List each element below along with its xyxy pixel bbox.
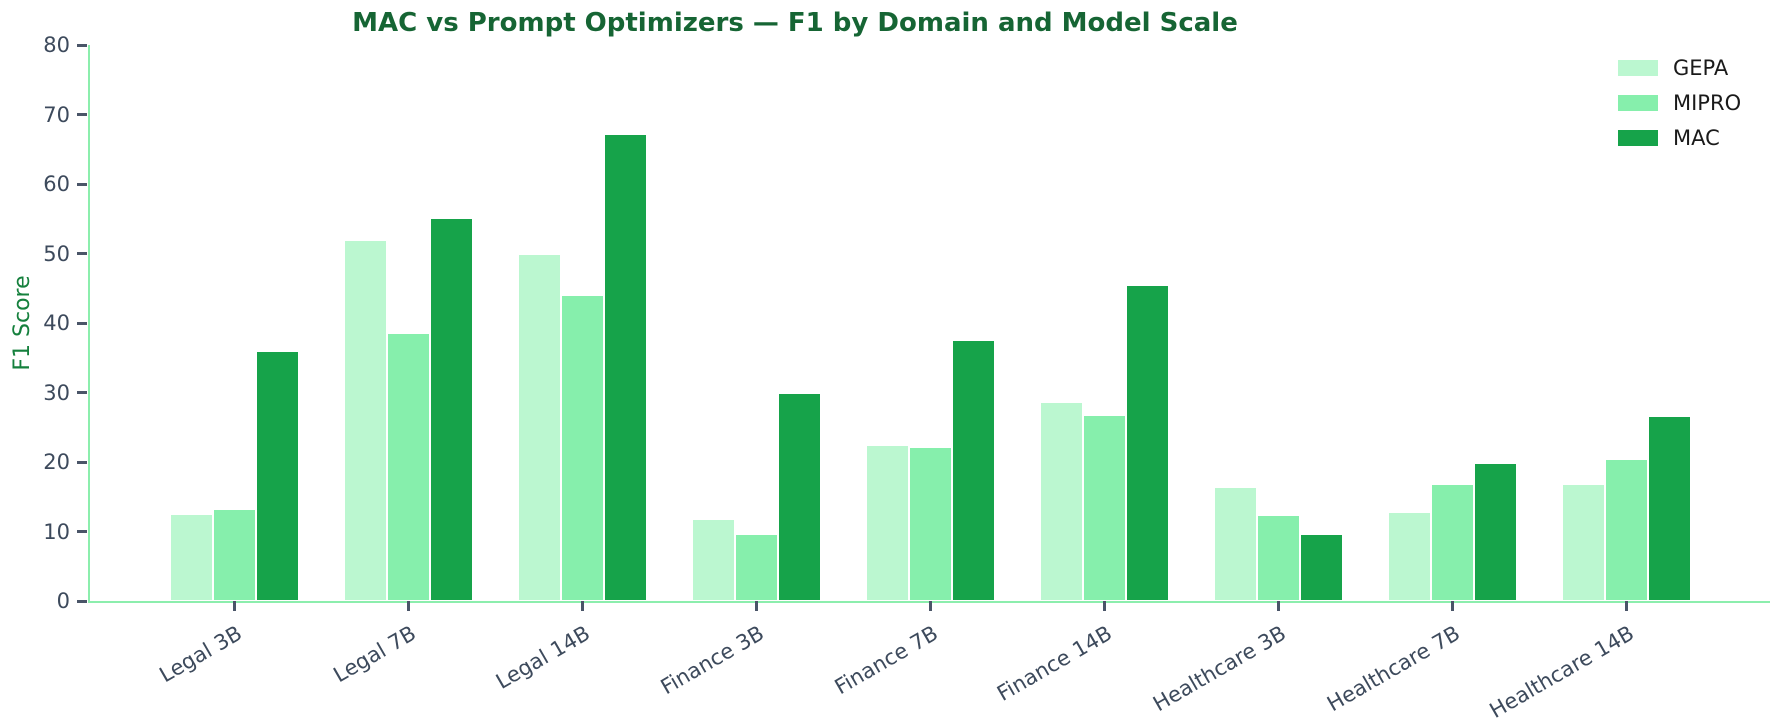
bar-mipro-legal-7b <box>386 332 430 601</box>
bar-mac-finance-7b <box>951 340 995 601</box>
bar-gepa-healthcare-7b <box>1387 512 1431 601</box>
bar-mac-healthcare-3b <box>1299 534 1343 601</box>
legend-label: MIPRO <box>1673 91 1742 115</box>
bar-mipro-finance-3b <box>734 533 778 601</box>
legend-item: MAC <box>1618 127 1741 149</box>
y-tick-mark <box>77 530 87 533</box>
y-tick-mark <box>77 43 87 47</box>
y-tick-label: 30 <box>43 380 70 405</box>
y-tick-mark <box>77 599 87 603</box>
y-tick-label: 50 <box>43 241 70 266</box>
bar-mipro-legal-14b <box>560 294 604 601</box>
chart-title: MAC vs Prompt Optimizers — F1 by Domain … <box>352 8 1238 38</box>
bar-mac-legal-14b <box>603 133 647 601</box>
bar-mac-finance-3b <box>777 392 821 601</box>
x-tick-label: Healthcare 7B <box>1323 621 1464 717</box>
bar-gepa-healthcare-14b <box>1561 484 1605 601</box>
x-tick-mark <box>1102 601 1106 611</box>
y-tick-label: 0 <box>56 589 70 613</box>
legend-swatch <box>1618 130 1658 146</box>
bar-mac-healthcare-7b <box>1473 462 1517 601</box>
bar-mac-finance-14b <box>1125 285 1169 601</box>
legend: GEPA MIPRO MAC <box>1618 57 1741 162</box>
y-tick-label: 40 <box>43 311 70 335</box>
x-tick-label: Legal 14B <box>491 621 594 694</box>
y-tick-mark <box>77 113 87 116</box>
x-tick-label: Legal 7B <box>329 621 420 688</box>
plot-area: F1 Score 0 10 20 30 40 50 60 70 80 Legal 3B Legal … <box>10 33 1770 723</box>
bar-mipro-legal-3b <box>212 509 256 601</box>
bar-mipro-healthcare-3b <box>1256 514 1300 601</box>
y-tick-mark <box>77 391 87 394</box>
y-tick-label: 70 <box>43 102 70 127</box>
bar-gepa-finance-3b <box>691 519 735 601</box>
y-tick-label: 80 <box>43 33 70 57</box>
y-tick-mark <box>77 460 87 464</box>
x-tick-mark <box>928 601 932 611</box>
x-tick-mark <box>1276 601 1280 611</box>
bar-gepa-healthcare-3b <box>1213 487 1257 601</box>
bar-mipro-finance-7b <box>908 446 952 601</box>
y-tick-mark <box>77 182 87 186</box>
bar-mipro-healthcare-14b <box>1604 458 1648 601</box>
legend-swatch <box>1618 60 1658 76</box>
legend-label: MAC <box>1673 126 1720 150</box>
x-tick-label: Finance 7B <box>830 621 942 700</box>
x-tick-label: Finance 3B <box>656 621 768 700</box>
x-tick-label: Healthcare 3B <box>1149 621 1290 717</box>
bar-gepa-finance-14b <box>1039 401 1083 601</box>
bar-mipro-healthcare-7b <box>1430 484 1474 601</box>
x-tick-mark <box>1624 601 1628 611</box>
x-tick-mark <box>580 601 584 611</box>
x-tick-mark <box>232 601 236 611</box>
x-tick-mark <box>1450 601 1454 611</box>
x-tick-mark <box>754 601 758 611</box>
bar-mipro-finance-14b <box>1082 415 1126 601</box>
legend-swatch <box>1618 95 1658 111</box>
legend-item: MIPRO <box>1618 92 1741 114</box>
y-tick-mark <box>77 252 87 255</box>
x-tick-label: Legal 3B <box>155 621 246 688</box>
legend-item: GEPA <box>1618 57 1741 79</box>
legend-label: GEPA <box>1673 56 1729 80</box>
y-tick-label: 20 <box>43 450 70 474</box>
bar-gepa-legal-14b <box>517 253 561 601</box>
bar-gepa-finance-7b <box>865 445 909 601</box>
y-tick-label: 10 <box>43 519 70 544</box>
y-tick-mark <box>77 321 87 325</box>
bar-gepa-legal-3b <box>169 514 213 601</box>
y-tick-label: 60 <box>43 172 70 196</box>
x-tick-label: Finance 14B <box>993 621 1116 706</box>
bar-mac-legal-7b <box>429 218 473 601</box>
bar-gepa-legal-7b <box>343 239 387 601</box>
x-tick-mark <box>406 601 410 611</box>
bar-mac-legal-3b <box>255 350 299 601</box>
bar-mac-healthcare-14b <box>1647 416 1691 601</box>
x-tick-label: Healthcare 14B <box>1485 621 1638 723</box>
